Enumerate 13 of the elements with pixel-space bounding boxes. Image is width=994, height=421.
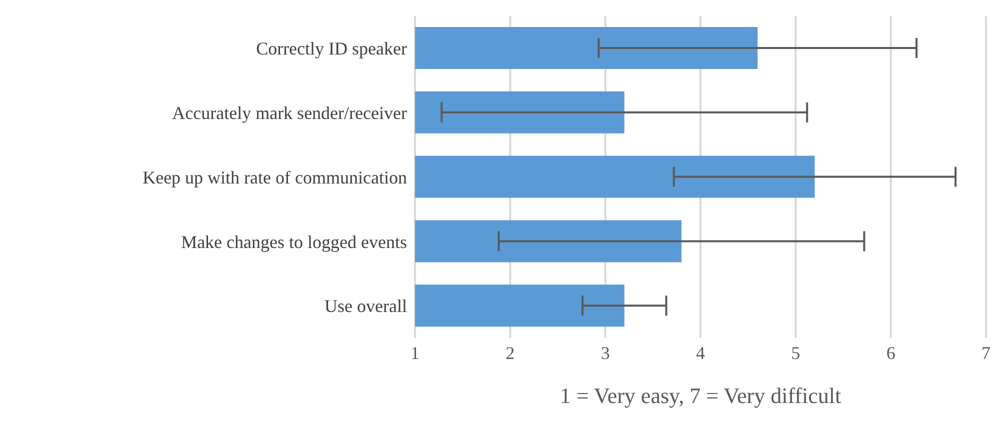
- y-tick-label: Accurately mark sender/receiver: [172, 102, 407, 123]
- x-tick-label: 4: [696, 342, 705, 363]
- y-tick-label: Correctly ID speaker: [256, 38, 408, 59]
- x-tick-label: 7: [982, 342, 990, 363]
- y-tick-label: Keep up with rate of communication: [142, 167, 407, 188]
- x-axis-title: 1 = Very easy, 7 = Very difficult: [560, 383, 842, 408]
- x-tick-label: 2: [506, 342, 515, 363]
- x-tick-label: 3: [600, 342, 610, 363]
- y-tick-label: Make changes to logged events: [181, 232, 407, 252]
- y-tick-label: Use overall: [324, 296, 407, 316]
- x-tick-label: 6: [886, 342, 896, 363]
- x-tick-label: 1: [410, 342, 420, 363]
- x-tick-label: 5: [791, 342, 800, 363]
